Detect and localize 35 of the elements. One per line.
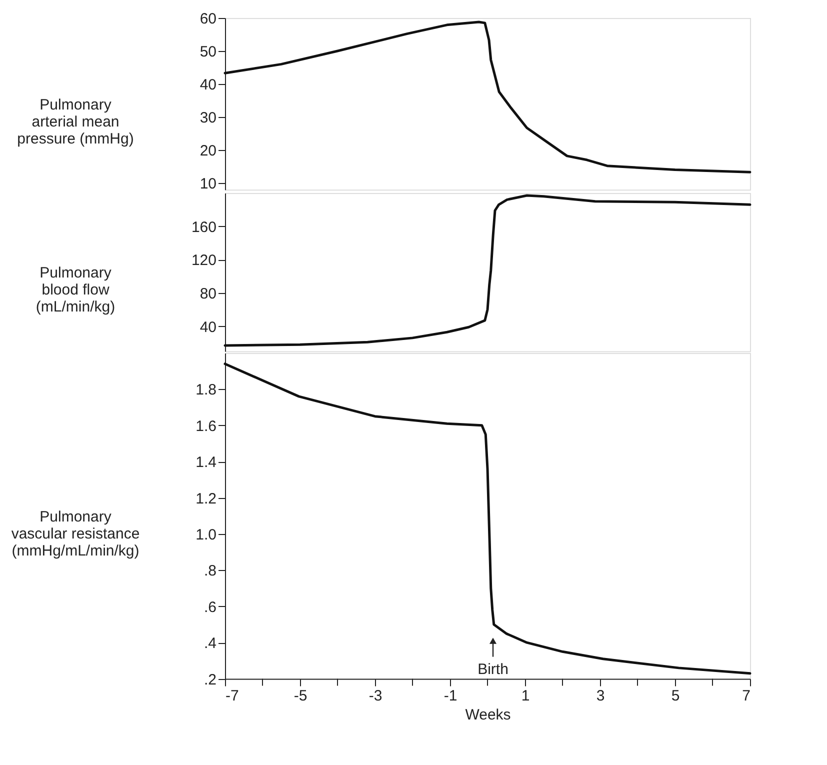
y-axis-title: Pulmonary arterial mean pressure (mmHg) [17,96,134,148]
x-tick-label: 1 [521,687,530,704]
x-tick-label: -3 [368,687,382,704]
x-tick-label: -7 [226,687,239,704]
y-tick-label: .4 [204,635,216,652]
y-tick-label: 20 [200,142,216,160]
x-tick-label: -1 [444,687,458,704]
line-series [224,20,752,174]
x-tick-label: 3 [596,687,605,704]
y-axis-title: Pulmonary blood flow (mL/min/kg) [36,264,116,316]
y-tick-label: 1.6 [196,418,216,435]
y-tick-label: 30 [200,110,216,126]
x-axis-title: Weeks [465,706,511,724]
x-tick-label: 5 [671,687,680,704]
line-series [224,194,752,347]
y-tick-label: 80 [200,285,216,302]
y-tick-label: 40 [200,76,216,94]
annotation: Birth [478,660,508,678]
y-tick-label: 1.4 [196,454,216,472]
y-tick-label: 40 [200,318,216,336]
y-tick-label: 50 [200,44,216,60]
line-series [224,362,752,675]
x-tick-label: 7 [742,687,750,704]
y-tick-label: 160 [191,218,216,236]
y-tick-label: 10 [200,176,216,192]
y-tick-label: 1.2 [196,490,216,508]
y-axis-title: Pulmonary vascular resistance (mmHg/mL/min/kg) [11,508,140,560]
y-tick-label: 1.8 [196,382,216,399]
y-tick-label: .6 [204,598,216,616]
y-tick-label: 1.0 [196,526,216,544]
y-tick-label: .2 [204,671,216,688]
x-tick-label: -5 [294,687,308,704]
y-tick-label: 120 [191,252,216,270]
y-tick-label: .8 [204,562,216,580]
y-tick-label: 60 [200,10,216,28]
